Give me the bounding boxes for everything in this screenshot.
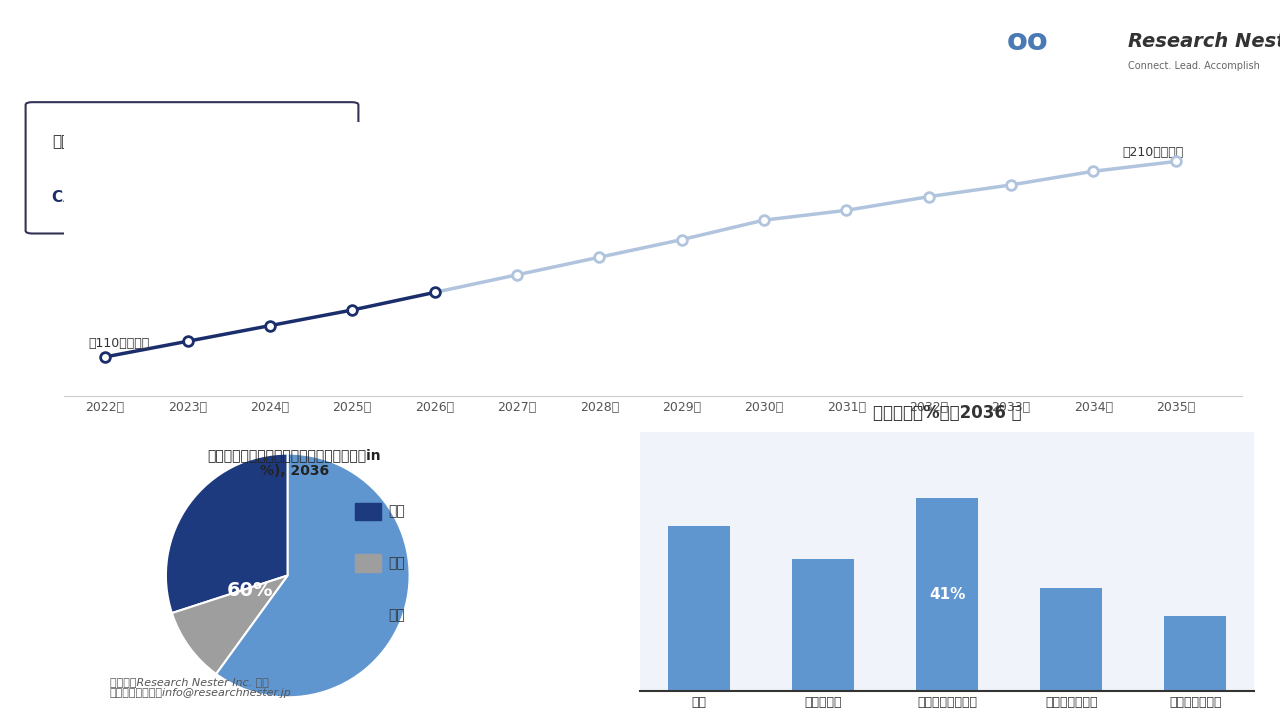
- Bar: [1041, 588, 1102, 691]
- Bar: [792, 559, 854, 691]
- Wedge shape: [216, 454, 410, 697]
- Text: 商業: 商業: [389, 556, 406, 570]
- Bar: [355, 503, 381, 520]
- Text: 約110億米ドル: 約110億米ドル: [88, 337, 150, 350]
- Bar: [355, 554, 381, 572]
- Title: 地域分析（%）、2036 年: 地域分析（%）、2036 年: [873, 404, 1021, 422]
- Text: ソース：Research Nester Inc. 分析
詳細については：info@researchnester.jp: ソース：Research Nester Inc. 分析 詳細については：info…: [110, 677, 292, 698]
- Wedge shape: [166, 454, 288, 613]
- Bar: [355, 606, 381, 624]
- Text: 市場セグメンテーションエンドユーザー（in
%), 2036: 市場セグメンテーションエンドユーザー（in %), 2036: [207, 448, 381, 478]
- Bar: [1165, 616, 1226, 691]
- Text: CAGR% -約7%（2024－2036年）: CAGR% -約7%（2024－2036年）: [52, 189, 283, 204]
- Text: 産業: 産業: [389, 608, 406, 622]
- Text: 41%: 41%: [929, 587, 965, 602]
- Wedge shape: [172, 575, 288, 674]
- Text: 空気源ヒートポンプ市場－レポートの洞察: 空気源ヒートポンプ市場－レポートの洞察: [319, 38, 603, 63]
- Text: oo: oo: [1007, 27, 1050, 56]
- Bar: [668, 526, 730, 691]
- Bar: [916, 498, 978, 691]
- Text: Research Nester: Research Nester: [1128, 32, 1280, 51]
- Text: Connect. Lead. Accomplish: Connect. Lead. Accomplish: [1128, 61, 1260, 71]
- FancyBboxPatch shape: [26, 102, 358, 233]
- Text: 60%: 60%: [227, 582, 274, 600]
- Text: 住宅: 住宅: [389, 504, 406, 518]
- Text: 約210億米ドル: 約210億米ドル: [1123, 145, 1184, 158]
- Text: 市場価値（億米ドル）: 市場価値（億米ドル）: [52, 135, 143, 149]
